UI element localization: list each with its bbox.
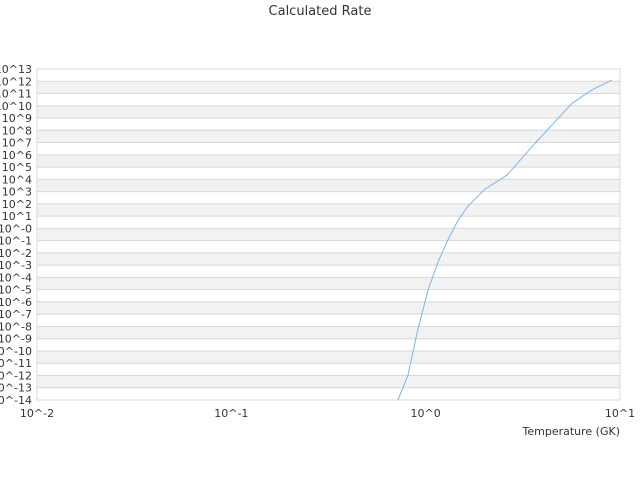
grid-band: [37, 142, 620, 155]
y-tick-label: 10^11: [0, 88, 32, 101]
x-axis-label: Temperature (GK): [522, 425, 621, 438]
y-tick-label: 10^4: [2, 173, 32, 186]
grid-band: [37, 240, 620, 253]
grid-band: [37, 154, 620, 168]
grid-band: [37, 69, 620, 82]
y-tick-label: 10^-2: [0, 247, 32, 260]
y-tick-label: 10^5: [2, 161, 32, 174]
y-tick-label: 10^-10: [0, 345, 32, 358]
grid-band: [37, 252, 620, 266]
grid-band: [37, 216, 620, 229]
x-tick-label: 10^-2: [20, 407, 54, 420]
y-tick-label: 10^-1: [0, 235, 32, 248]
y-tick-label: 10^-6: [0, 296, 32, 309]
y-tick-label: 10^-3: [0, 259, 32, 272]
grid-band: [37, 118, 620, 131]
grid-band: [37, 314, 620, 327]
plot-border: [36, 68, 621, 401]
grid-band: [37, 350, 620, 364]
grid-band: [37, 363, 620, 376]
x-tick-label: 10^1: [605, 407, 635, 420]
y-tick-label: 10^2: [2, 198, 32, 211]
x-tick-label: 10^-1: [214, 407, 248, 420]
y-tick-label: 10^-0: [0, 222, 32, 235]
grid-band: [37, 81, 620, 94]
grid-band: [37, 265, 620, 278]
y-tick-label: 10^13: [0, 63, 32, 76]
grid-band: [37, 130, 620, 143]
y-tick-label: 10^10: [0, 100, 32, 113]
y-tick-label: 10^-13: [0, 382, 32, 395]
grid-band: [37, 289, 620, 302]
grid-band: [37, 277, 620, 290]
grid-band: [37, 338, 620, 351]
y-tick-label: 10^-12: [0, 369, 32, 382]
grid-band: [37, 93, 620, 106]
grid-band: [37, 167, 620, 180]
y-tick-label: 10^-7: [0, 308, 32, 321]
grid-band: [37, 326, 620, 339]
y-tick-label: 10^-14: [0, 394, 32, 407]
y-tick-label: 10^8: [2, 124, 32, 137]
y-tick-label: 10^-8: [0, 320, 32, 333]
series-line: [397, 79, 613, 401]
grid-band: [37, 105, 620, 119]
y-tick-label: 10^7: [2, 137, 32, 150]
y-tick-label: 10^-5: [0, 284, 32, 297]
grid-band: [37, 375, 620, 388]
grid-band: [37, 191, 620, 204]
chart-title: Calculated Rate: [268, 4, 372, 19]
x-tick-label: 10^0: [411, 407, 441, 420]
grid-band: [37, 203, 620, 217]
y-tick-label: 10^6: [2, 149, 32, 162]
y-tick-label: 10^-4: [0, 271, 32, 284]
y-tick-label: 10^1: [2, 210, 32, 223]
y-tick-label: 10^-11: [0, 357, 32, 370]
y-tick-label: 10^12: [0, 75, 32, 88]
grid-band: [37, 228, 620, 241]
y-tick-label: 10^3: [2, 186, 32, 199]
grid-band: [37, 387, 620, 400]
y-tick-label: 10^9: [2, 112, 32, 125]
grid-band: [37, 179, 620, 192]
grid-band: [37, 301, 620, 315]
y-tick-label: 10^-9: [0, 333, 32, 346]
